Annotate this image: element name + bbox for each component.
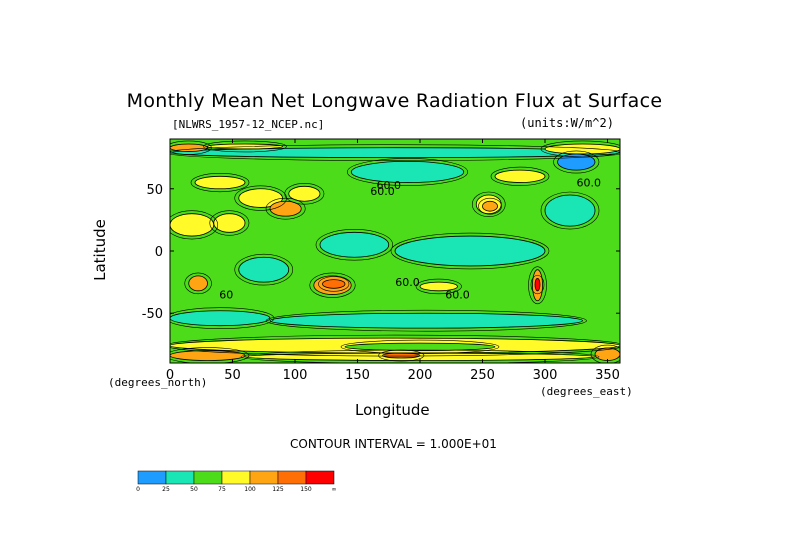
- region-arctic-strip: [170, 147, 620, 159]
- region-antarctic-orange2: [594, 347, 620, 361]
- colorbar-swatch: [221, 470, 251, 485]
- region-sahara: [170, 213, 215, 237]
- contour-line: [309, 272, 356, 298]
- contour-line: [190, 173, 250, 193]
- contour-line: [203, 140, 287, 153]
- contour-interval-label: CONTOUR INTERVAL = 1.000E+01: [290, 437, 497, 451]
- y-tick-label: 0: [155, 245, 163, 260]
- contour-label: 60.0: [577, 176, 602, 189]
- x-tick-label: 150: [345, 368, 370, 383]
- region-n-pacific: [350, 161, 465, 183]
- x-tick-label: 250: [470, 368, 495, 383]
- contour-line: [170, 307, 275, 329]
- region-andes-core: [534, 277, 541, 292]
- contour-label: 60.0: [395, 276, 420, 289]
- contour-line: [284, 182, 325, 205]
- contour-line: [315, 229, 394, 261]
- contour-line: [318, 276, 350, 292]
- colorbar-label: 0: [136, 486, 140, 493]
- region-antarctic-orange: [170, 350, 246, 361]
- x-tick-label: 0: [166, 368, 174, 383]
- contour-label: 60.0: [445, 288, 470, 301]
- region-south-africa: [188, 275, 208, 292]
- colorbar-swatch: [165, 470, 195, 485]
- region-west-pacific: [319, 231, 390, 258]
- x-tick-label: 50: [224, 368, 241, 383]
- contour-line: [378, 349, 425, 362]
- region-east-pacific-s: [419, 281, 458, 292]
- colorbar-label: 150: [300, 486, 312, 493]
- region-indian-ocean: [238, 256, 290, 283]
- x-axis-label: Longitude: [355, 401, 430, 419]
- units-label: (units:W/m^2): [520, 116, 614, 130]
- contour-label: 60: [219, 288, 233, 301]
- x-tick-label: 100: [283, 368, 308, 383]
- chart-title: Monthly Mean Net Longwave Radiation Flux…: [126, 90, 663, 112]
- y-tick-label: -50: [142, 307, 163, 322]
- region-tropical-band: [394, 235, 546, 267]
- x-units-right-label: (degrees_east): [540, 385, 633, 398]
- region-north-atlantic: [544, 194, 596, 227]
- region-arabia: [213, 213, 246, 233]
- contour-line: [240, 349, 600, 363]
- colorbar-swatch: [249, 470, 279, 485]
- region-greenland: [557, 153, 596, 171]
- contour-line: [209, 210, 250, 236]
- contour-line: [590, 344, 620, 363]
- y-tick-label: 50: [146, 183, 163, 198]
- colorbar-label: ∞: [332, 486, 337, 493]
- contour-line: [234, 253, 294, 286]
- contour-line: [170, 347, 250, 363]
- contour-line: [390, 232, 550, 270]
- contour-line: [540, 140, 620, 158]
- contour-line: [553, 150, 600, 174]
- colorbar-swatch: [305, 470, 335, 485]
- contour-line: [540, 191, 600, 230]
- contour-line: [490, 166, 550, 186]
- colorbar-label: 50: [190, 486, 198, 493]
- contour-line: [340, 339, 500, 354]
- region-south-ocean: [269, 312, 583, 329]
- region-antarctic-red: [382, 352, 421, 359]
- contour-line: [265, 197, 306, 220]
- contour-label: 60.0: [370, 185, 395, 198]
- region-canada-yellow: [494, 169, 546, 183]
- colorbar-label: 75: [218, 486, 226, 493]
- region-north-edge-hot: [170, 143, 208, 152]
- region-mongolia: [288, 185, 321, 202]
- contour-label: 60.0: [377, 179, 402, 192]
- contour-line: [170, 210, 219, 240]
- region-north-america-hot: [482, 200, 498, 212]
- contour-line: [528, 266, 547, 305]
- x-tick-label: 200: [408, 368, 433, 383]
- region-southern-cyan: [170, 310, 271, 327]
- contour-line: [415, 278, 462, 295]
- x-tick-label: 300: [533, 368, 558, 383]
- y-axis-label: Latitude: [91, 219, 109, 281]
- contour-line: [530, 275, 545, 295]
- colorbar-label: 100: [244, 486, 256, 493]
- region-antarctic-green: [344, 342, 496, 351]
- contour-line: [478, 197, 502, 215]
- region-europe-yellow: [194, 175, 246, 190]
- file-label: [NLWRS_1957-12_NCEP.nc]: [172, 118, 325, 131]
- colorbar-swatch: [277, 470, 307, 485]
- colorbar-label: 125: [272, 486, 284, 493]
- contour-line: [170, 334, 620, 357]
- contour-line: [471, 191, 506, 217]
- x-tick-label: 350: [595, 368, 620, 383]
- contour-line: [346, 158, 469, 186]
- colorbar-label: 25: [162, 486, 170, 493]
- region-australia-core: [322, 279, 346, 289]
- colorbar-swatch: [137, 470, 167, 485]
- contour-line: [265, 309, 587, 332]
- contour-line: [170, 144, 620, 161]
- contour-line: [170, 140, 212, 155]
- contour-line: [184, 272, 212, 295]
- region-north-edge-yellow2: [544, 143, 620, 155]
- colorbar-swatch: [193, 470, 223, 485]
- x-units-label: (degrees_north): [108, 376, 208, 389]
